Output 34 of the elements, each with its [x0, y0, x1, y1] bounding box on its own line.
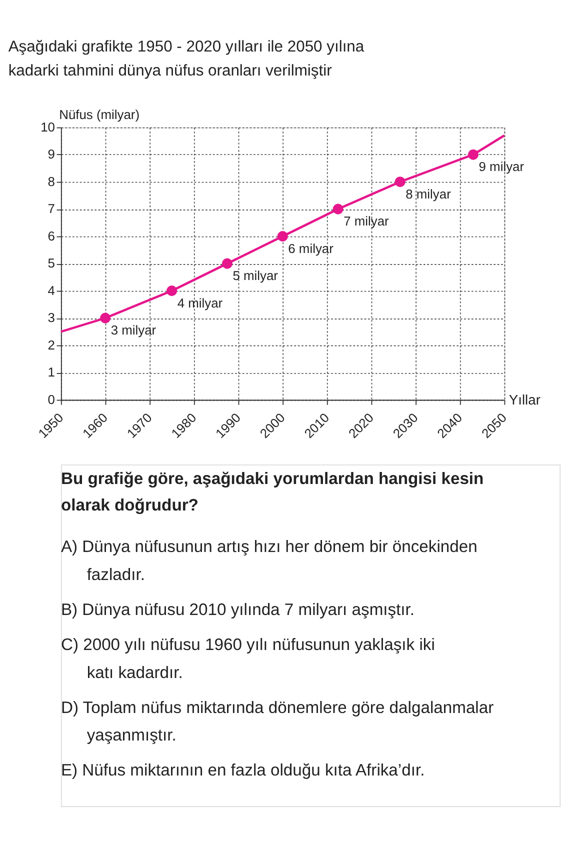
chart-title: Aşağıdaki grafikte 1950 - 2020 yılları ile 2050 yılına kadarki tahmini dünya nüfus oranları verilmiştir	[8, 38, 364, 80]
y-tick-label: 10	[40, 119, 55, 134]
y-tick-label: 7	[48, 201, 55, 216]
text: C) 2000 yılı nüfusu 1960 yılı nüfusunun yaklaşık iki katı kadardır.	[60, 635, 435, 682]
point	[332, 204, 344, 214]
text: E) Nüfus miktarının en fazla olduğu kıta Afrika’dır.	[60, 760, 425, 780]
y-tick-label: 2	[48, 337, 55, 352]
data-label: 8 milyar	[406, 186, 452, 202]
point	[468, 149, 479, 160]
y-tick-label: 6	[48, 228, 55, 244]
point	[100, 312, 111, 324]
y-tick-label: 9	[48, 146, 55, 162]
point	[222, 258, 232, 269]
text: D) Toplam nüfus miktarında dönemlere göre dalgalanmalar yaşanmıştır.	[60, 698, 494, 745]
y-tick-label: 4	[48, 282, 55, 298]
data-label: 5 milyar	[232, 268, 279, 284]
y-tick-label: 1	[48, 364, 55, 380]
point	[166, 286, 178, 296]
data-label: 3 milyar	[110, 322, 157, 338]
y-tick-label: 8	[48, 174, 55, 189]
text: Bu grafiğe göre, aşağıdaki yorumlardan hangisi kesin olarak doğrudur?	[60, 468, 484, 515]
x-axis-title: Yıllar	[508, 391, 541, 408]
data-label: 4 milyar	[177, 295, 224, 310]
data-label: 7 milyar	[344, 214, 390, 229]
point	[394, 176, 406, 188]
data-label: 6 milyar	[288, 240, 334, 256]
y-axis-title: Nüfus (milyar)	[59, 107, 140, 122]
data-label: 9 milyar	[478, 159, 525, 174]
point	[277, 231, 288, 242]
y-tick-label: 5	[48, 256, 55, 271]
text: A) Dünya nüfusunun artış hızı her dönem bir öncekinden fazladır.	[60, 537, 478, 584]
text: B) Dünya nüfusu 2010 yılında 7 milyarı aşmıştır.	[60, 600, 415, 619]
y-tick-label: 0	[48, 392, 55, 407]
y-tick-label: 3	[48, 310, 55, 326]
